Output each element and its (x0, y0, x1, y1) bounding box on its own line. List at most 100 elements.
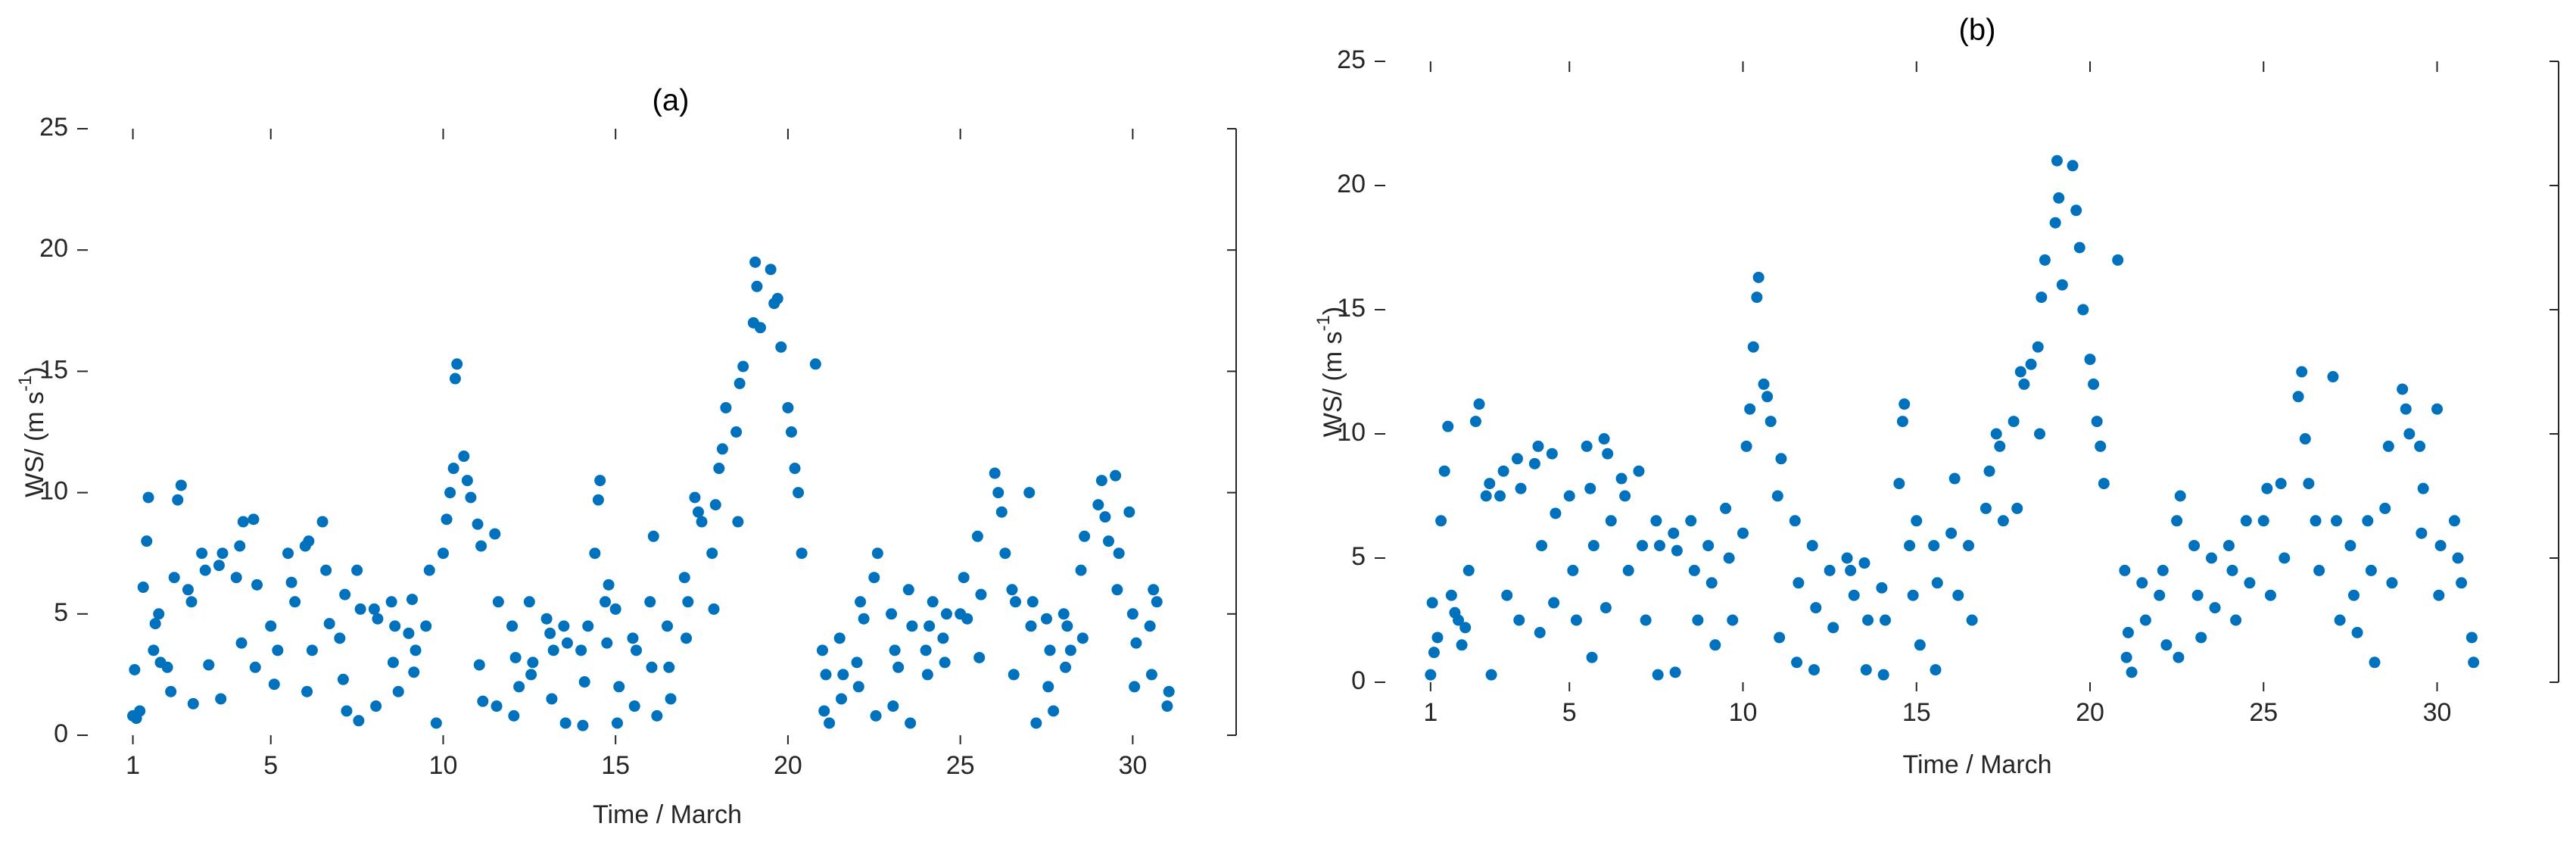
data-point (509, 651, 522, 663)
data-point (2034, 428, 2046, 440)
x-tick-label: 1 (1423, 698, 1438, 727)
data-point (2397, 383, 2409, 395)
data-point (1092, 499, 1104, 511)
data-point (2098, 478, 2110, 490)
data-point (995, 506, 1008, 518)
data-point (716, 443, 728, 455)
data-point (1161, 700, 1173, 713)
data-point (2456, 577, 2468, 589)
data-point (1598, 433, 1610, 445)
data-point (1515, 482, 1527, 494)
data-point (1876, 582, 1888, 594)
x-tick-label: 20 (2076, 698, 2104, 727)
data-point (1702, 540, 1715, 552)
data-point (2344, 540, 2356, 552)
data-point (789, 463, 801, 475)
data-point (301, 685, 313, 697)
panel-title: (b) (1959, 14, 1996, 47)
data-point (713, 463, 725, 475)
data-point (1057, 608, 1070, 620)
data-point (837, 669, 849, 681)
data-point (1144, 620, 1156, 632)
data-point (320, 564, 332, 576)
data-point (1123, 506, 1135, 518)
data-point (546, 693, 558, 705)
data-point (458, 451, 470, 463)
data-point (975, 588, 987, 600)
data-point (323, 618, 335, 630)
data-point (248, 513, 260, 525)
data-point (423, 564, 435, 576)
data-point (1044, 644, 1056, 656)
data-point (1113, 547, 1125, 560)
data-point (129, 663, 141, 675)
data-point (1438, 465, 1450, 477)
data-point (235, 637, 248, 649)
data-point (858, 613, 870, 625)
data-point (2036, 292, 2048, 304)
data-point (353, 715, 365, 727)
data-point (852, 681, 864, 693)
data-point (578, 676, 590, 688)
data-point (1709, 639, 1721, 651)
data-point (540, 613, 553, 625)
data-point (1904, 540, 1916, 552)
data-point (2331, 515, 2343, 527)
x-tick-label: 15 (1902, 698, 1931, 727)
data-point (836, 693, 848, 705)
data-point (2465, 632, 2478, 644)
data-point (451, 358, 463, 370)
data-point (2174, 490, 2186, 502)
data-point (168, 572, 180, 584)
data-point (1751, 292, 1763, 304)
data-point (1727, 614, 1739, 626)
data-point (601, 637, 613, 649)
data-point (709, 499, 721, 511)
data-point (1048, 705, 1060, 717)
data-point (973, 651, 986, 663)
data-point (582, 620, 594, 632)
y-axis-label: WS/ (m s-1) (1313, 307, 1347, 437)
data-point (2157, 564, 2169, 576)
data-point (603, 578, 615, 591)
data-point (796, 547, 808, 560)
data-point (682, 596, 694, 608)
data-point (2296, 366, 2308, 378)
data-point (734, 377, 746, 389)
data-point (1431, 632, 1444, 644)
data-point (403, 627, 415, 639)
x-tick-label: 1 (126, 751, 140, 780)
data-point (921, 669, 933, 681)
y-tick-label: 15 (1337, 294, 1366, 323)
data-point (730, 426, 743, 438)
data-point (2351, 626, 2363, 638)
data-point (1899, 398, 1911, 410)
data-point (644, 596, 656, 608)
data-point (561, 637, 573, 649)
data-point (249, 661, 261, 673)
y-tick-label: 0 (54, 719, 68, 748)
data-point (149, 618, 161, 630)
data-point (892, 661, 905, 673)
data-point (282, 547, 294, 560)
data-point (631, 644, 643, 656)
data-point (2126, 666, 2138, 678)
data-point (203, 659, 215, 671)
data-point (662, 620, 673, 632)
data-point (370, 700, 382, 713)
data-point (1445, 589, 1457, 601)
data-point (437, 547, 449, 560)
data-point (1480, 490, 1492, 502)
data-point (1652, 669, 1664, 681)
data-point (1428, 647, 1440, 659)
data-point (999, 547, 1011, 560)
data-point (2240, 515, 2252, 527)
data-point (2051, 154, 2063, 167)
data-point (2362, 515, 2374, 527)
data-point (182, 584, 194, 596)
data-point (1966, 614, 1978, 626)
data-point (1758, 378, 1770, 390)
data-point (1061, 620, 1073, 632)
data-point (1111, 584, 1123, 596)
data-point (851, 656, 863, 669)
